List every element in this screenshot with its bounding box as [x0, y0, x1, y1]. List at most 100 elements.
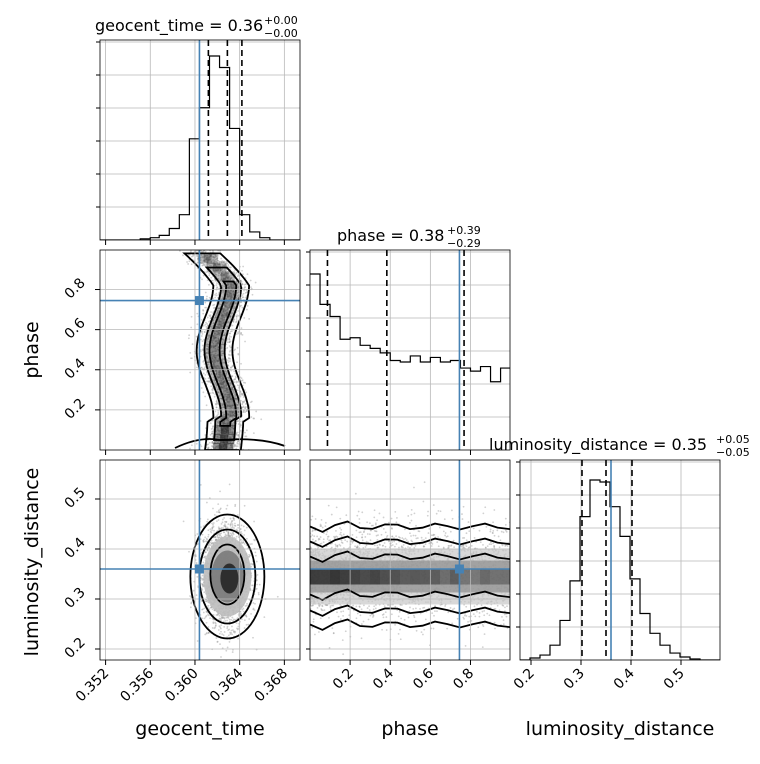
scatter-point: [230, 629, 233, 632]
scatter-point: [228, 291, 231, 294]
scatter-point: [218, 614, 221, 617]
scatter-point: [226, 422, 229, 425]
scatter-point: [203, 256, 206, 259]
scatter-point: [199, 259, 202, 261]
scatter-point: [215, 370, 217, 372]
scatter-point: [232, 411, 235, 414]
scatter-point: [228, 292, 231, 295]
scatter-point: [229, 297, 232, 300]
scatter-point: [241, 402, 244, 405]
scatter-point: [245, 526, 248, 529]
scatter-point: [222, 421, 225, 424]
scatter-point: [216, 421, 219, 424]
scatter-point: [226, 646, 229, 649]
scatter-point: [220, 324, 223, 326]
scatter-point: [200, 335, 203, 337]
scatter-point: [218, 445, 220, 447]
scatter-point: [224, 432, 227, 435]
scatter-point: [219, 373, 221, 375]
scatter-point: [210, 311, 212, 313]
scatter-point: [221, 633, 224, 635]
scatter-point: [237, 435, 240, 438]
scatter-point: [211, 341, 213, 343]
scatter-point: [229, 286, 231, 288]
scatter-point: [208, 608, 211, 611]
scatter-point: [219, 365, 222, 368]
scatter-point: [211, 262, 213, 265]
scatter-point: [207, 348, 209, 351]
scatter-point: [207, 335, 210, 338]
scatter-point: [215, 312, 218, 315]
scatter-point: [236, 407, 239, 410]
scatter-point: [229, 524, 232, 527]
scatter-point: [214, 539, 217, 542]
scatter-point: [212, 622, 215, 625]
scatter-point: [206, 371, 208, 374]
scatter-point: [230, 618, 233, 621]
scatter-point: [222, 380, 225, 383]
scatter-point: [223, 381, 225, 384]
scatter-point: [220, 431, 223, 433]
scatter-point: [220, 434, 222, 437]
scatter-point: [224, 526, 227, 528]
scatter-point: [216, 536, 219, 539]
scatter-point: [214, 293, 217, 296]
scatter-point: [233, 349, 236, 352]
scatter-point: [230, 296, 233, 299]
scatter-point: [228, 345, 231, 347]
scatter-point: [227, 423, 230, 426]
scatter-point: [227, 430, 230, 432]
scatter-point: [229, 413, 232, 415]
scatter-point: [216, 426, 219, 428]
scatter-point: [222, 445, 225, 447]
scatter-point: [231, 415, 234, 417]
scatter-point: [223, 279, 225, 281]
scatter-point: [222, 429, 224, 431]
scatter-point: [228, 291, 230, 294]
scatter-point: [217, 365, 220, 368]
scatter-point: [201, 251, 204, 253]
scatter-point: [220, 397, 223, 400]
scatter-point: [212, 522, 215, 524]
scatter-point: [203, 363, 206, 365]
scatter-point: [217, 367, 219, 370]
scatter-point: [226, 442, 228, 445]
scatter-point: [232, 293, 235, 296]
scatter-point: [206, 549, 209, 552]
scatter-point: [217, 307, 220, 310]
scatter-point: [227, 377, 230, 379]
scatter-point: [225, 521, 228, 523]
scatter-point: [222, 413, 225, 416]
scatter-point: [231, 422, 233, 425]
scatter-point: [189, 351, 192, 354]
scatter-point: [222, 430, 224, 433]
scatter-point: [211, 527, 214, 529]
scatter-point: [217, 353, 220, 356]
scatter-point: [215, 445, 218, 448]
scatter-point: [216, 446, 219, 449]
scatter-point: [222, 377, 225, 380]
scatter-point: [240, 612, 242, 615]
scatter-point: [227, 376, 230, 379]
scatter-point: [210, 326, 213, 329]
scatter-point: [221, 362, 224, 365]
scatter-point: [206, 518, 209, 521]
scatter-point: [231, 625, 233, 628]
scatter-point: [231, 432, 234, 434]
scatter-point: [201, 330, 203, 333]
scatter-point: [212, 363, 215, 366]
scatter-point: [196, 323, 199, 326]
scatter-point: [220, 435, 222, 438]
scatter-point: [222, 296, 224, 299]
scatter-point: [227, 531, 230, 534]
scatter-point: [227, 320, 229, 323]
scatter-point: [231, 424, 234, 426]
scatter-point: [211, 279, 214, 282]
scatter-point: [240, 424, 242, 427]
scatter-point: [211, 268, 214, 270]
scatter-point: [235, 445, 238, 448]
scatter-point: [228, 416, 231, 419]
scatter-point: [216, 330, 219, 333]
scatter-point: [251, 293, 254, 296]
scatter-point: [222, 264, 225, 267]
